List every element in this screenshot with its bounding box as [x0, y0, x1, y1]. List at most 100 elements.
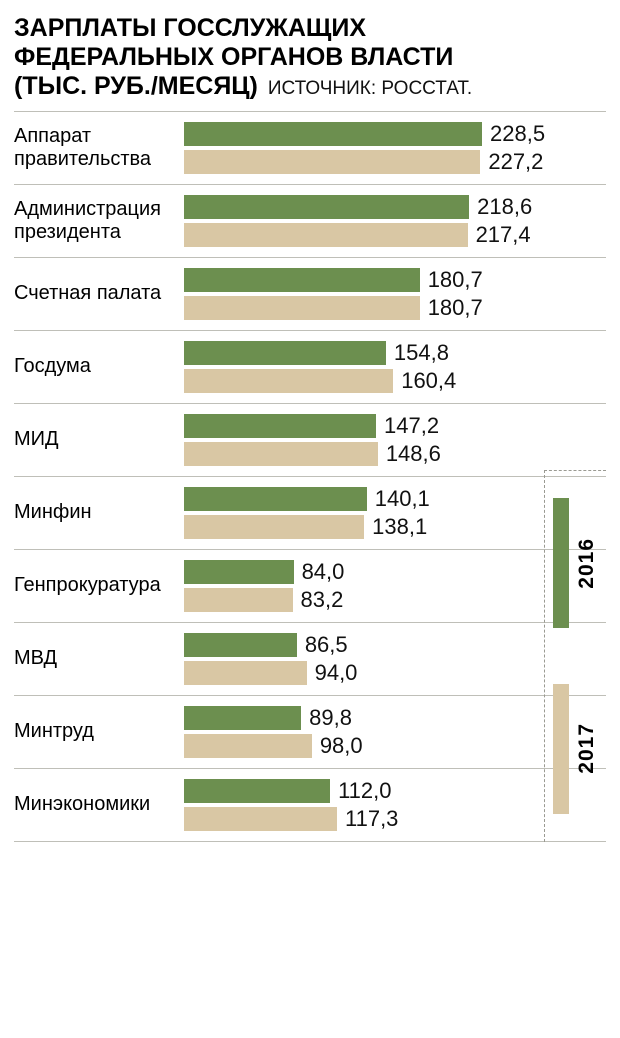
row-label: Минтруд — [14, 704, 184, 760]
unit-label: (ТЫС. РУБ./МЕСЯЦ) — [14, 72, 258, 101]
row-label: МИД — [14, 412, 184, 468]
row-label: Минфин — [14, 485, 184, 541]
title-line1: ЗАРПЛАТЫ ГОССЛУЖАЩИХ — [14, 14, 606, 43]
bar-wrap: 180,7 — [184, 294, 606, 322]
chart-title-block: ЗАРПЛАТЫ ГОССЛУЖАЩИХ ФЕДЕРАЛЬНЫХ ОРГАНОВ… — [14, 14, 606, 101]
table-row: Минэкономики112,0117,3 — [14, 768, 606, 842]
value-2016: 140,1 — [375, 486, 430, 512]
bar-wrap: 140,1 — [184, 485, 606, 513]
bar-wrap: 218,6 — [184, 193, 606, 221]
value-2016: 89,8 — [309, 705, 352, 731]
value-2017: 98,0 — [320, 733, 363, 759]
bar-wrap: 89,8 — [184, 704, 606, 732]
bar-2016 — [184, 414, 376, 438]
bar-2016 — [184, 706, 301, 730]
bar-2016 — [184, 633, 297, 657]
bars-container: 140,1138,1 — [184, 485, 606, 541]
table-row: Генпрокуратура84,083,2 — [14, 549, 606, 622]
bar-2016 — [184, 195, 469, 219]
row-label: Счетная палата — [14, 266, 184, 322]
bar-wrap: 227,2 — [184, 148, 606, 176]
bar-2017 — [184, 734, 312, 758]
bar-wrap: 180,7 — [184, 266, 606, 294]
table-row: МИД147,2148,6 — [14, 403, 606, 476]
bar-wrap: 98,0 — [184, 732, 606, 760]
value-2017: 138,1 — [372, 514, 427, 540]
bar-2016 — [184, 779, 330, 803]
bar-wrap: 147,2 — [184, 412, 606, 440]
bar-2017 — [184, 150, 480, 174]
bar-wrap: 94,0 — [184, 659, 606, 687]
legend: 2016 2017 — [544, 470, 606, 842]
table-row: Госдума154,8160,4 — [14, 330, 606, 403]
bar-wrap: 217,4 — [184, 221, 606, 249]
value-2016: 147,2 — [384, 413, 439, 439]
bar-wrap: 160,4 — [184, 367, 606, 395]
table-row: Счетная палата180,7180,7 — [14, 257, 606, 330]
bars-container: 228,5227,2 — [184, 120, 606, 176]
value-2017: 217,4 — [476, 222, 531, 248]
bar-2017 — [184, 223, 468, 247]
value-2017: 94,0 — [315, 660, 358, 686]
row-label: МВД — [14, 631, 184, 687]
bar-wrap: 117,3 — [184, 805, 606, 833]
bar-wrap: 84,0 — [184, 558, 606, 586]
bar-wrap: 228,5 — [184, 120, 606, 148]
bar-2017 — [184, 588, 293, 612]
source-label: ИСТОЧНИК: РОССТАТ. — [268, 78, 472, 100]
table-row: МВД86,594,0 — [14, 622, 606, 695]
value-2016: 218,6 — [477, 194, 532, 220]
value-2017: 180,7 — [428, 295, 483, 321]
value-2016: 180,7 — [428, 267, 483, 293]
bar-2017 — [184, 369, 393, 393]
value-2016: 228,5 — [490, 121, 545, 147]
table-row: Администрация президента218,6217,4 — [14, 184, 606, 257]
bar-2017 — [184, 807, 337, 831]
bar-2016 — [184, 341, 386, 365]
legend-swatch-2017 — [553, 684, 569, 814]
row-label: Аппарат правительства — [14, 120, 184, 176]
legend-swatch-2016 — [553, 498, 569, 628]
value-2016: 112,0 — [338, 778, 391, 804]
bars-container: 180,7180,7 — [184, 266, 606, 322]
bar-2016 — [184, 122, 482, 146]
value-2016: 154,8 — [394, 340, 449, 366]
legend-label-2017: 2017 — [575, 723, 599, 774]
bar-wrap: 154,8 — [184, 339, 606, 367]
chart-area: Аппарат правительства228,5227,2Администр… — [14, 111, 606, 842]
value-2017: 117,3 — [345, 806, 398, 832]
legend-item-2016: 2016 — [545, 471, 606, 657]
bar-2016 — [184, 487, 367, 511]
value-2016: 86,5 — [305, 632, 348, 658]
value-2017: 227,2 — [488, 149, 543, 175]
row-label: Госдума — [14, 339, 184, 395]
bars-container: 84,083,2 — [184, 558, 606, 614]
bars-container: 89,898,0 — [184, 704, 606, 760]
bar-wrap: 112,0 — [184, 777, 606, 805]
bars-container: 86,594,0 — [184, 631, 606, 687]
bar-wrap: 83,2 — [184, 586, 606, 614]
bar-2017 — [184, 442, 378, 466]
table-row: Минфин140,1138,1 — [14, 476, 606, 549]
title-line2: ФЕДЕРАЛЬНЫХ ОРГАНОВ ВЛАСТИ — [14, 43, 606, 72]
bars-container: 147,2148,6 — [184, 412, 606, 468]
bar-2016 — [184, 560, 294, 584]
row-label: Генпрокуратура — [14, 558, 184, 614]
row-label: Администрация президента — [14, 193, 184, 249]
table-row: Минтруд89,898,0 — [14, 695, 606, 768]
value-2017: 160,4 — [401, 368, 456, 394]
value-2017: 148,6 — [386, 441, 441, 467]
legend-item-2017: 2017 — [545, 656, 606, 842]
bars-container: 218,6217,4 — [184, 193, 606, 249]
value-2017: 83,2 — [301, 587, 344, 613]
bar-2017 — [184, 661, 307, 685]
bars-container: 154,8160,4 — [184, 339, 606, 395]
bar-2017 — [184, 515, 364, 539]
table-row: Аппарат правительства228,5227,2 — [14, 111, 606, 184]
bar-2017 — [184, 296, 420, 320]
bar-wrap: 148,6 — [184, 440, 606, 468]
bars-container: 112,0117,3 — [184, 777, 606, 833]
row-label: Минэкономики — [14, 777, 184, 833]
bar-2016 — [184, 268, 420, 292]
legend-label-2016: 2016 — [575, 538, 599, 589]
